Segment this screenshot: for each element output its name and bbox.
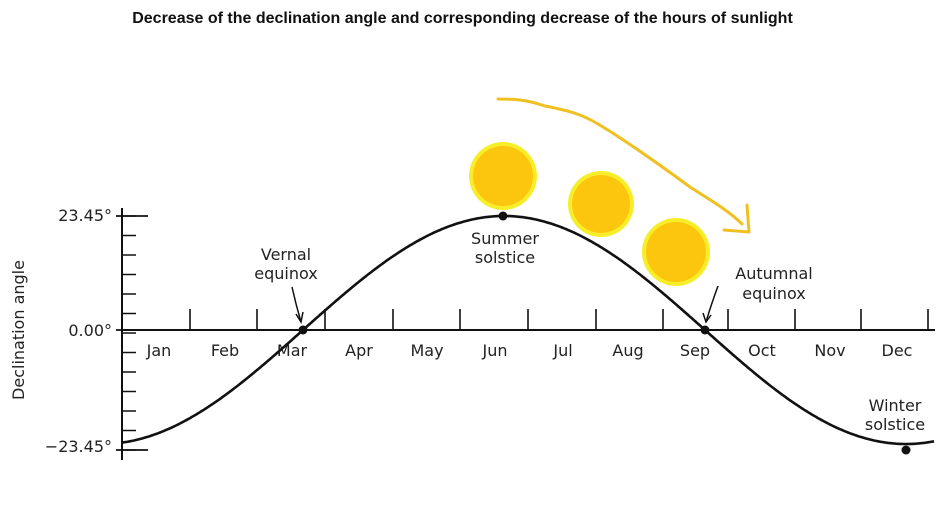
vernal-label-1: Vernal [261, 245, 311, 264]
autumnal-pointer-arrow [702, 285, 719, 324]
declination-curve [121, 214, 935, 446]
winter-solstice-point [901, 445, 911, 455]
month-label-apr: Apr [345, 341, 373, 360]
month-label-nov: Nov [814, 341, 845, 360]
autumnal-label-2: equinox [742, 284, 806, 303]
month-label-sep: Sep [680, 341, 710, 360]
winter-label-2: solstice [865, 415, 925, 434]
vernal-label-2: equinox [254, 264, 318, 283]
y-tick-label-bottom: −23.45° [45, 437, 112, 456]
y-axis-title: Declination angle [9, 260, 28, 400]
month-label-may: May [410, 341, 443, 360]
sun-icon-2 [568, 171, 634, 237]
month-label-feb: Feb [211, 341, 239, 360]
summer-label-2: solstice [475, 248, 535, 267]
month-labels: Jan Feb Mar Apr May Jun Jul Aug Sep Oct Nov Dec [146, 341, 913, 360]
y-tick-label-top: 23.45° [58, 206, 112, 225]
month-label-jun: Jun [482, 341, 508, 360]
month-ticks [189, 309, 929, 330]
vernal-equinox-point [298, 325, 308, 335]
summer-label-1: Summer [471, 229, 539, 248]
month-label-jan: Jan [146, 341, 172, 360]
chart-title: Decrease of the declination angle and co… [132, 10, 793, 27]
month-label-dec: Dec [882, 341, 913, 360]
month-label-aug: Aug [612, 341, 643, 360]
vernal-pointer-arrow [291, 286, 304, 324]
autumnal-equinox-point [700, 325, 710, 335]
decrease-arrow [496, 97, 751, 234]
sun-icon-1 [469, 142, 537, 210]
sun-icon-3 [642, 218, 710, 286]
winter-label-1: Winter [869, 396, 922, 415]
summer-solstice-point [498, 211, 508, 221]
autumnal-label-1: Autumnal [735, 264, 812, 283]
month-label-oct: Oct [748, 341, 776, 360]
y-tick-label-zero: 0.00° [68, 321, 112, 340]
y-minor-ticks [116, 215, 148, 451]
month-label-jul: Jul [552, 341, 572, 360]
